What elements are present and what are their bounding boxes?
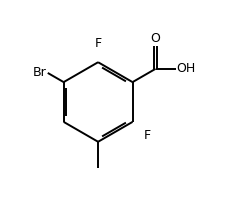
Text: Br: Br [33, 67, 47, 79]
Text: O: O [150, 32, 160, 45]
Text: OH: OH [177, 62, 196, 75]
Text: F: F [95, 37, 102, 50]
Text: F: F [143, 129, 150, 142]
